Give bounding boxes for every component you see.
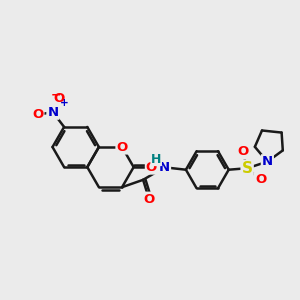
Text: O: O bbox=[146, 160, 157, 174]
Text: O: O bbox=[53, 92, 65, 105]
Text: N: N bbox=[262, 155, 273, 168]
Text: N: N bbox=[47, 106, 58, 119]
Text: H: H bbox=[151, 152, 161, 166]
Text: S: S bbox=[242, 161, 253, 176]
Text: O: O bbox=[237, 146, 248, 158]
Text: −: − bbox=[51, 88, 61, 101]
Text: O: O bbox=[143, 193, 155, 206]
Text: O: O bbox=[255, 173, 266, 186]
Text: O: O bbox=[32, 108, 44, 121]
Text: N: N bbox=[159, 161, 170, 174]
Text: O: O bbox=[116, 140, 128, 154]
Text: +: + bbox=[59, 98, 68, 108]
